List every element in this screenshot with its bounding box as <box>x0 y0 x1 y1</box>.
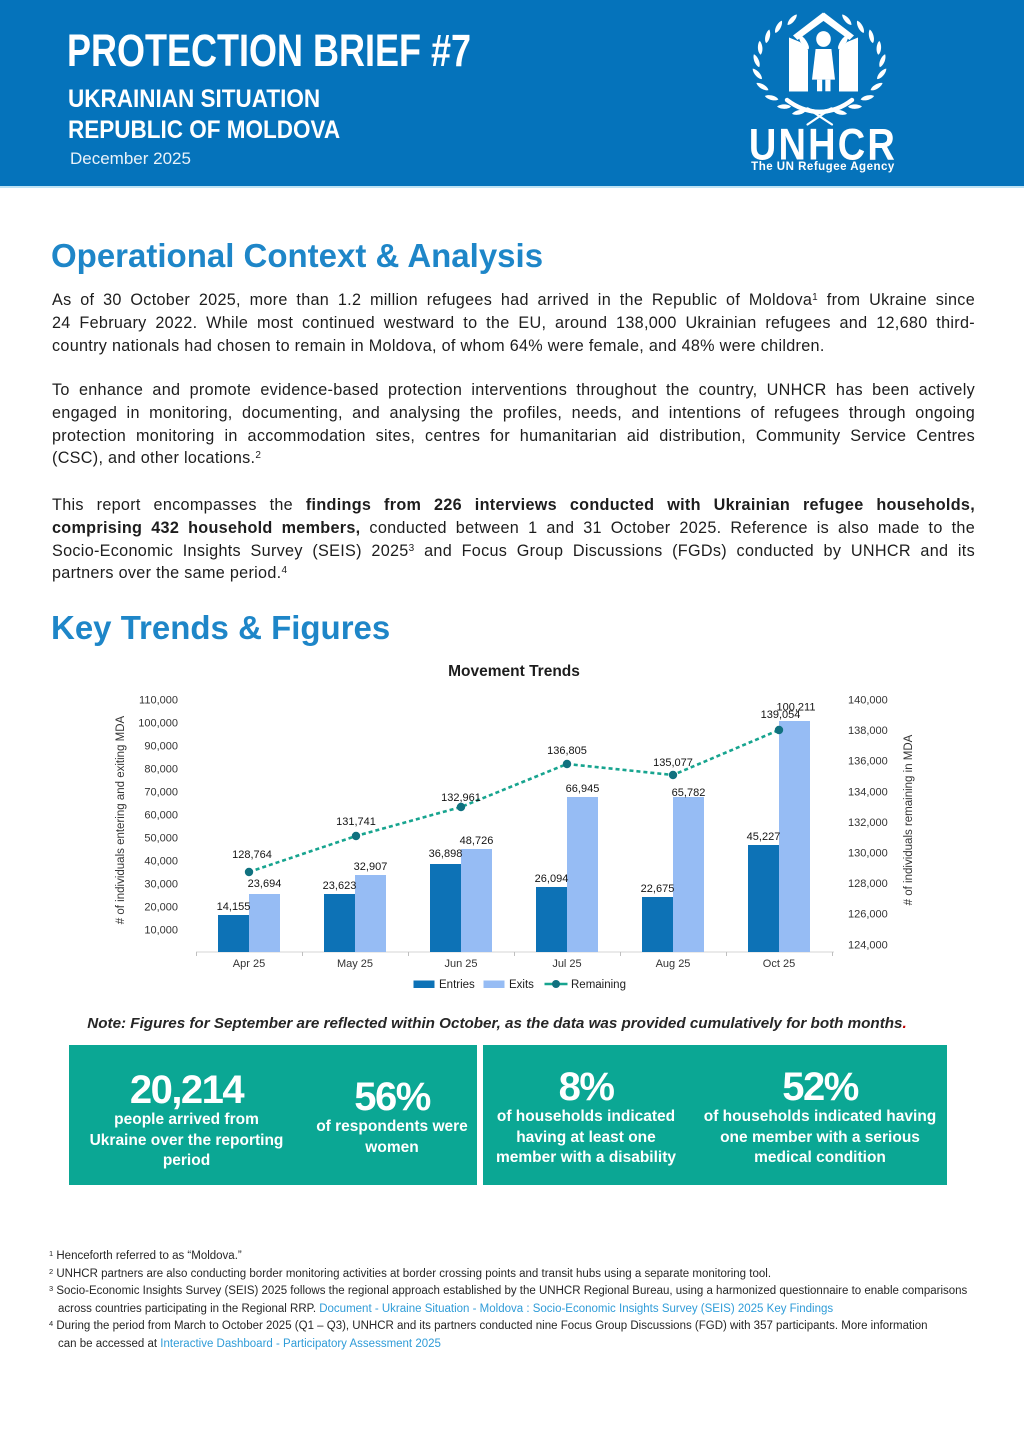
svg-text:48,726: 48,726 <box>460 835 494 847</box>
svg-text:Jun 25: Jun 25 <box>444 958 477 970</box>
svg-text:132,961: 132,961 <box>441 792 481 804</box>
svg-text:80,000: 80,000 <box>144 763 178 775</box>
svg-text:Apr 25: Apr 25 <box>233 958 265 970</box>
svg-text:134,000: 134,000 <box>848 786 888 798</box>
svg-text:36,898: 36,898 <box>429 848 463 860</box>
svg-text:126,000: 126,000 <box>848 909 888 921</box>
svg-text:110,000: 110,000 <box>139 694 178 706</box>
svg-text:66,945: 66,945 <box>566 783 600 795</box>
svg-text:90,000: 90,000 <box>144 740 178 752</box>
svg-text:131,741: 131,741 <box>336 816 376 828</box>
svg-text:45,227: 45,227 <box>747 831 781 843</box>
svg-text:14,155: 14,155 <box>217 901 251 913</box>
svg-text:Movement Trends: Movement Trends <box>448 663 580 680</box>
svg-text:23,694: 23,694 <box>248 878 282 890</box>
svg-text:139,054: 139,054 <box>761 709 801 721</box>
svg-text:32,907: 32,907 <box>354 861 388 873</box>
svg-text:100,000: 100,000 <box>138 717 178 729</box>
svg-text:UNHCR: UNHCR <box>749 119 897 170</box>
svg-text:138,000: 138,000 <box>848 725 888 737</box>
svg-text:26,094: 26,094 <box>535 873 569 885</box>
svg-text:135,077: 135,077 <box>653 757 693 769</box>
svg-text:30,000: 30,000 <box>144 878 178 890</box>
svg-text:Remaining: Remaining <box>571 979 626 991</box>
svg-text:10,000: 10,000 <box>144 924 178 936</box>
svg-text:70,000: 70,000 <box>144 786 178 798</box>
svg-text:136,805: 136,805 <box>547 745 587 757</box>
svg-text:60,000: 60,000 <box>144 809 178 821</box>
svg-text:132,000: 132,000 <box>848 817 888 829</box>
svg-text:100,211: 100,211 <box>777 702 816 714</box>
svg-text:128,764: 128,764 <box>232 849 272 861</box>
svg-text:50,000: 50,000 <box>144 832 178 844</box>
svg-text:124,000: 124,000 <box>848 939 888 951</box>
svg-text:128,000: 128,000 <box>848 878 888 890</box>
svg-text:The UN Refugee Agency: The UN Refugee Agency <box>751 161 895 173</box>
svg-text:Aug 25: Aug 25 <box>656 958 691 970</box>
svg-text:20,000: 20,000 <box>144 901 178 913</box>
svg-text:Exits: Exits <box>509 979 534 991</box>
svg-text:# of individuals entering and: # of individuals entering and exiting MD… <box>115 715 127 924</box>
svg-text:136,000: 136,000 <box>848 756 888 768</box>
svg-text:May 25: May 25 <box>337 958 373 970</box>
svg-text:# of individuals remaining in: # of individuals remaining in MDA <box>903 734 915 905</box>
svg-text:22,675: 22,675 <box>641 883 675 895</box>
svg-text:65,782: 65,782 <box>672 787 706 799</box>
svg-text:Oct 25: Oct 25 <box>763 958 795 970</box>
svg-text:130,000: 130,000 <box>848 848 888 860</box>
svg-text:23,623: 23,623 <box>323 880 357 892</box>
svg-text:40,000: 40,000 <box>144 855 178 867</box>
svg-text:Entries: Entries <box>439 979 475 991</box>
svg-text:140,000: 140,000 <box>848 695 888 707</box>
svg-text:Jul 25: Jul 25 <box>552 958 581 970</box>
